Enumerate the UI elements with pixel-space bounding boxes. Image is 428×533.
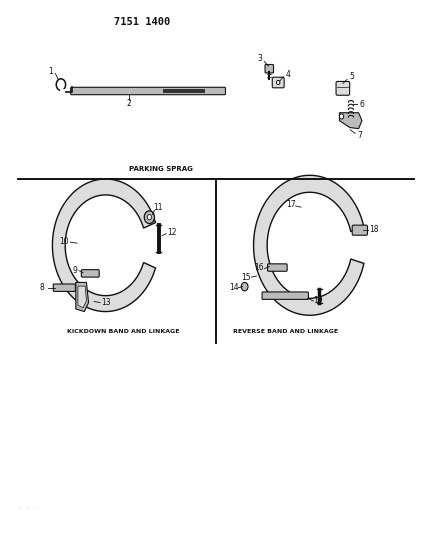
Text: KICKDOWN BAND AND LINKAGE: KICKDOWN BAND AND LINKAGE — [67, 329, 180, 334]
FancyBboxPatch shape — [163, 89, 205, 93]
Circle shape — [147, 215, 152, 220]
Text: PARKING SPRAG: PARKING SPRAG — [129, 166, 193, 172]
Polygon shape — [339, 113, 362, 128]
Text: 1: 1 — [48, 67, 53, 76]
Text: 7: 7 — [357, 131, 362, 140]
Text: 16: 16 — [254, 263, 264, 272]
Text: 15: 15 — [241, 272, 251, 281]
FancyBboxPatch shape — [262, 292, 309, 300]
Polygon shape — [78, 286, 86, 308]
FancyBboxPatch shape — [268, 264, 287, 271]
Text: 4: 4 — [286, 70, 291, 79]
FancyBboxPatch shape — [352, 225, 368, 235]
Text: 3: 3 — [257, 54, 262, 62]
Text: 6: 6 — [360, 100, 364, 109]
Circle shape — [144, 211, 155, 223]
Polygon shape — [53, 179, 155, 312]
Polygon shape — [76, 282, 89, 312]
Text: 18: 18 — [369, 225, 378, 234]
FancyBboxPatch shape — [53, 284, 75, 292]
Text: 10: 10 — [59, 237, 69, 246]
FancyBboxPatch shape — [71, 87, 226, 95]
Text: 13: 13 — [101, 298, 110, 307]
Circle shape — [241, 282, 248, 291]
Text: 8: 8 — [39, 283, 44, 292]
Text: 14: 14 — [229, 283, 239, 292]
Text: ·  ·  ·: · · · — [18, 504, 37, 513]
Text: 11: 11 — [153, 203, 163, 212]
Text: REVERSE BAND AND LINKAGE: REVERSE BAND AND LINKAGE — [233, 329, 338, 334]
Polygon shape — [253, 175, 364, 316]
FancyBboxPatch shape — [81, 270, 99, 277]
FancyBboxPatch shape — [272, 77, 284, 88]
FancyBboxPatch shape — [336, 82, 350, 95]
Text: 7151 1400: 7151 1400 — [114, 17, 170, 27]
Text: 19: 19 — [313, 296, 323, 305]
Text: 9: 9 — [72, 266, 77, 275]
Text: 2: 2 — [127, 99, 131, 108]
Text: 5: 5 — [349, 72, 354, 81]
Text: 17: 17 — [286, 200, 295, 209]
FancyBboxPatch shape — [265, 64, 273, 73]
Text: 12: 12 — [167, 228, 176, 237]
Circle shape — [339, 114, 344, 119]
Circle shape — [276, 80, 280, 85]
